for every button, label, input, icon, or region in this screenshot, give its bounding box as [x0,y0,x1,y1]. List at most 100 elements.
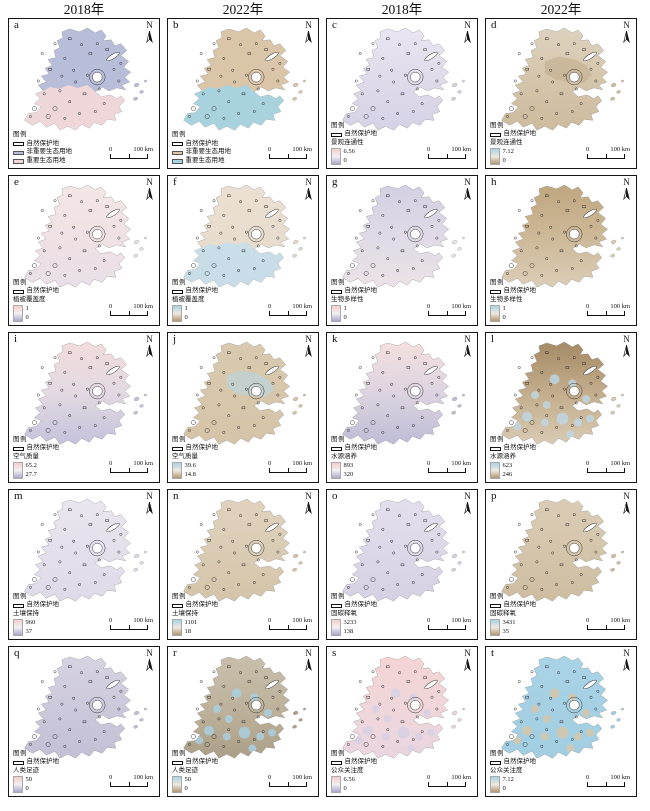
region-map [501,498,624,602]
north-arrow: N [462,21,473,44]
scale-bar-graphic [269,154,307,159]
region-map [501,184,624,288]
north-arrow-icon [305,658,312,672]
nature-reserve-outlines [188,665,282,748]
map-panel: o N 图例 自然保护地 固碳释氧 3233 138 [326,489,478,640]
legend-max-value: 65.2 [25,462,37,470]
legend-ramp: 人类足迹 50 0 [13,767,59,794]
legend-ramp-values: 623 246 [503,462,513,480]
region-map [342,341,465,445]
scale-zero-label: 0 [427,146,431,153]
legend-ramp-values: 50 0 [26,776,33,794]
nature-reserve-outlines [506,37,600,120]
legend-min-value: 18 [184,628,192,636]
legend-item-reserve: 自然保护地 [490,601,536,610]
legend-variable-label: 生物多样性 [490,296,523,304]
scale-distance-label: 100 km [292,146,312,153]
legend-title: 图例 [331,435,345,443]
scale-distance-label: 100 km [451,774,471,781]
north-label: N [464,648,471,658]
legend-item-reserve: 自然保护地 [13,140,72,149]
legend-title: 图例 [172,592,186,600]
lake-hole [92,228,103,240]
map-overlay-patches [354,688,435,753]
scale-distance-label: 100 km [610,617,630,624]
lake-hole [251,228,262,240]
lake-hole [410,542,421,554]
reserve-swatch [490,603,501,609]
land-area [342,341,449,445]
legend-ramp-values: 39.6 14.8 [185,462,196,480]
region-map [183,498,306,602]
reserve-label: 自然保护地 [503,758,537,766]
panel-letter: k [332,333,338,345]
panel-letter: c [332,19,337,31]
legend-ramp: 水源涵养 893 320 [331,453,377,480]
region-map [342,184,465,288]
reserve-swatch [331,760,342,766]
scale-distance-label: 100 km [133,146,153,153]
legend-ramp-values: 1 0 [185,305,188,323]
land-area [342,184,449,288]
legend-item-reserve: 自然保护地 [331,601,377,610]
scale-distance-label: 100 km [451,617,471,624]
north-arrow: N [621,649,632,672]
legend-variable-label: 人类足迹 [172,767,198,775]
reserve-ring [248,226,265,243]
legend-ramp: 植被覆盖度 1 0 [172,296,218,323]
scale-bar: 0 100 km [108,617,154,630]
map-overlay-patches [513,374,594,439]
scale-bar: 0 100 km [267,774,313,787]
north-arrow-icon [623,344,630,358]
legend-ramp: 水源涵养 623 246 [490,453,536,480]
legend-variable-label: 土壤保持 [172,610,198,618]
region-map [342,655,465,759]
lake-hole [251,385,262,397]
nature-reserve-outlines [506,508,600,591]
offshore-islands [610,707,624,729]
panel-letter: p [491,490,497,502]
offshore-islands [451,79,465,101]
panel-letter: n [173,490,179,502]
legend-title: 图例 [13,130,27,138]
reserve-ring [248,69,265,86]
scale-zero-label: 0 [109,146,113,153]
legend-max-value: 6.56 [343,776,355,784]
reserve-ring [566,540,583,557]
north-label: N [146,334,153,344]
legend-min-value: 0 [343,314,347,322]
scale-bar-graphic [110,782,148,787]
lake-hole [251,542,262,554]
lake-hole [92,699,103,711]
legend-min-value: 0 [343,785,347,793]
scale-zero-label: 0 [586,774,590,781]
legend-variable-label: 公众关注度 [490,767,523,775]
legend-max-value: 6.56 [343,148,355,156]
legend-max-value: 1 [25,305,29,313]
panel-letter: m [14,490,23,502]
scale-distance-label: 100 km [610,460,630,467]
scale-zero-label: 0 [427,617,431,624]
legend-variable-label: 人类足迹 [13,767,39,775]
legend: 图例 自然保护地 景观连通性 7.12 0 [490,122,536,166]
reserve-label: 自然保护地 [26,444,60,452]
legend-min-value: 0 [25,314,29,322]
legend-gradient-bar [331,148,341,166]
scale-bar: 0 100 km [426,460,472,473]
legend-item-reserve: 自然保护地 [490,130,536,139]
north-label: N [464,20,471,30]
north-arrow-icon [305,187,312,201]
north-arrow-icon [305,501,312,515]
slanted-island-outline [106,365,120,376]
lake-hole [569,542,580,554]
reserve-swatch [13,603,24,609]
legend: 图例 自然保护地 公众关注度 6.56 0 [331,750,377,794]
north-label: N [146,648,153,658]
lake-hole [251,699,262,711]
lake-hole [92,542,103,554]
legend-item-label: 重要生态用地 [26,157,66,165]
legend-ramp-values: 3431 35 [503,619,516,637]
map-panel: q N 图例 自然保护地 人类足迹 50 0 [8,646,160,797]
legend-ramp: 土壤保持 1101 18 [172,610,218,637]
offshore-islands [292,393,306,415]
